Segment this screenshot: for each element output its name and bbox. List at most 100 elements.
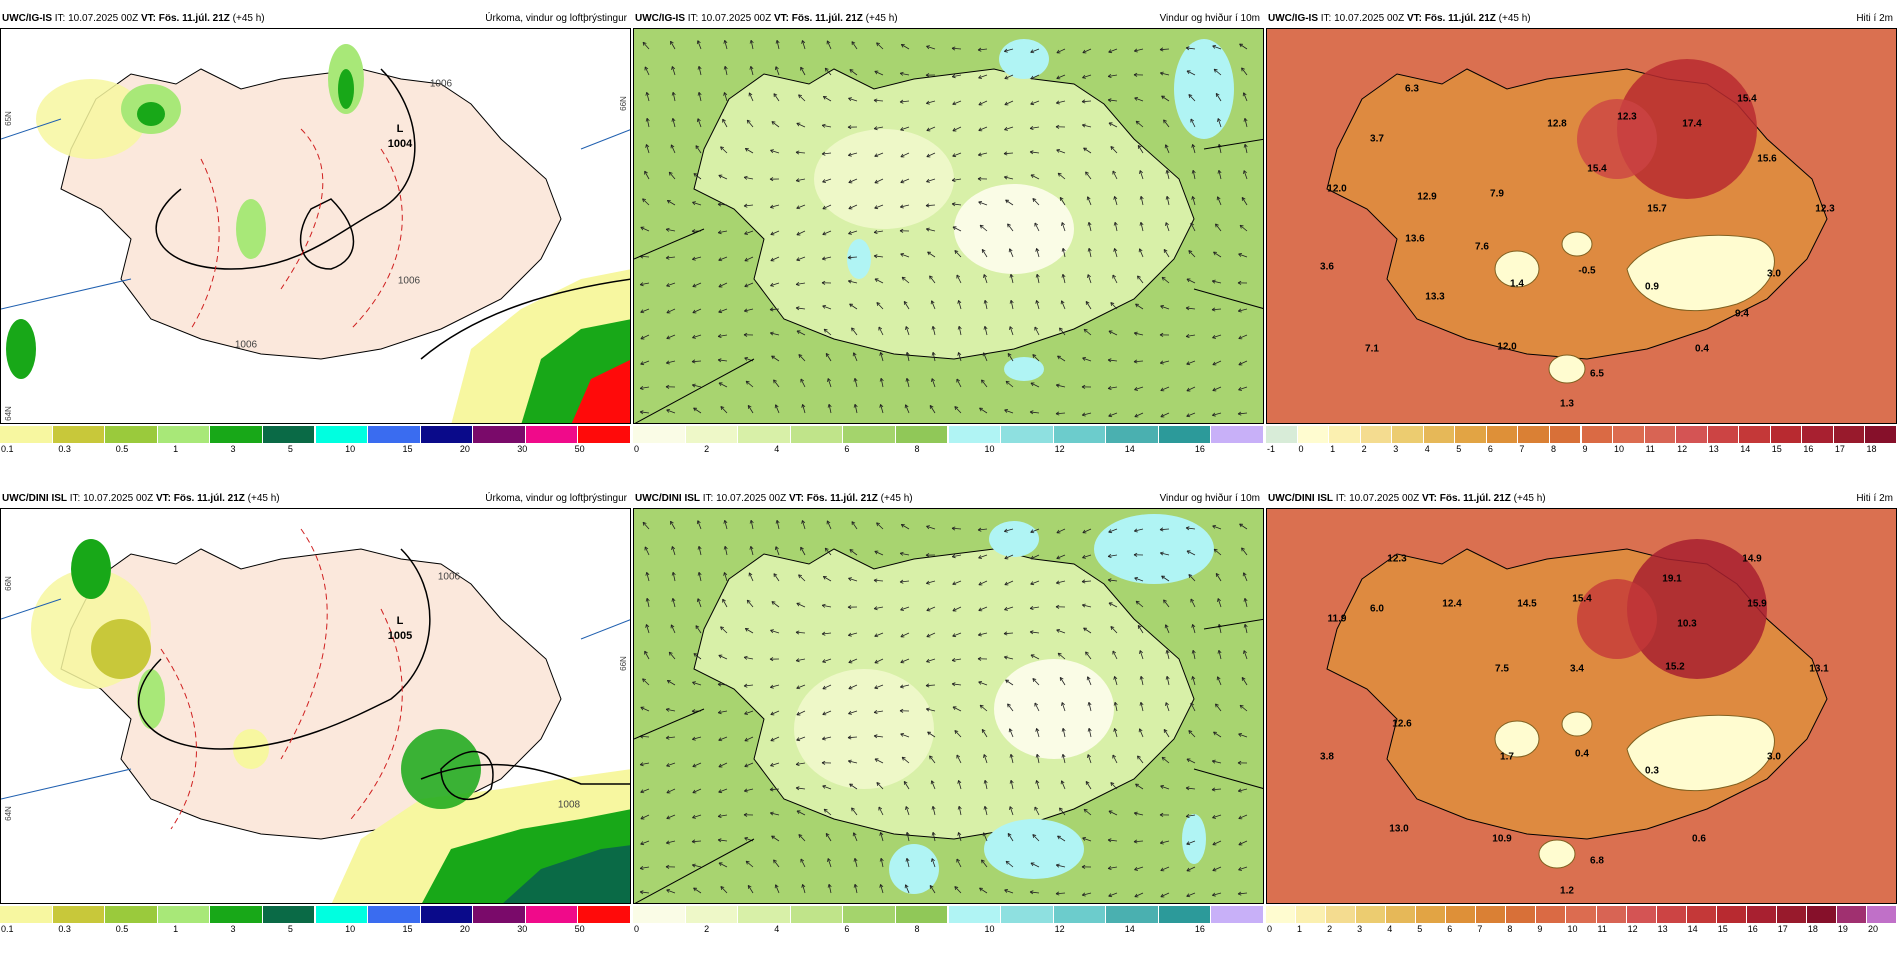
temperature-value: 0.4 xyxy=(1575,749,1589,760)
model-name: UWC/IG-IS xyxy=(1268,13,1318,24)
temperature-value: 12.9 xyxy=(1417,192,1436,203)
wind-arrow-head xyxy=(1164,600,1165,603)
colorbar-label: 12 xyxy=(1055,924,1065,935)
colorbar-label: 16 xyxy=(1748,924,1758,935)
colorbar-label: 14 xyxy=(1688,924,1698,935)
wind-arrow-head xyxy=(900,610,903,611)
temperature-value: 15.9 xyxy=(1747,599,1766,610)
wind-arrow-head xyxy=(1242,548,1243,551)
colorbar-label: 7 xyxy=(1477,924,1482,935)
colorbar-swatch xyxy=(1106,426,1159,443)
temperature-value: 12.4 xyxy=(1442,599,1461,610)
colorbar-swatch xyxy=(896,426,949,443)
colorbar-label: 6 xyxy=(1447,924,1452,935)
wind-arrow-head xyxy=(744,234,747,235)
colorbar-label: 5 xyxy=(1417,924,1422,935)
panel-title: Hiti í 2m xyxy=(1856,490,1893,508)
temperature-value: 14.9 xyxy=(1742,554,1761,565)
wind-arrow-head xyxy=(1243,650,1244,653)
panel-title: Hiti í 2m xyxy=(1856,10,1893,28)
model-name: UWC/DINI ISL xyxy=(635,493,700,504)
temperature-value: 12.0 xyxy=(1497,342,1516,353)
wind-arrow-head xyxy=(774,860,775,863)
map-wind[interactable] xyxy=(633,28,1264,424)
temperature-value: 12.6 xyxy=(1392,719,1411,730)
temperature-value: 17.4 xyxy=(1682,119,1701,130)
lat-label: 66N xyxy=(619,656,628,671)
temperature-value: 3.8 xyxy=(1320,752,1334,763)
wind-arrow-head xyxy=(666,286,669,287)
colorbar-swatch xyxy=(1867,906,1897,923)
temperature-value: 10.9 xyxy=(1492,834,1511,845)
map-precip[interactable]: L 1005 1006 1008 66N 64N 66N xyxy=(0,508,631,904)
temperature-value: 1.2 xyxy=(1560,886,1574,897)
colorbar-swatch xyxy=(1329,426,1361,443)
lat-label: 65N xyxy=(4,111,13,126)
colorbar-label: 3 xyxy=(230,444,235,455)
wind-arrow-head xyxy=(1239,733,1242,734)
temperature-value: 13.3 xyxy=(1425,292,1444,303)
colorbar-label: 10 xyxy=(345,924,355,935)
temperature-value: 0.9 xyxy=(1645,282,1659,293)
colorbar-label: 8 xyxy=(914,444,919,455)
colorbar-label: 4 xyxy=(1387,924,1392,935)
temperature-value: 15.2 xyxy=(1665,662,1684,673)
colorbar-swatch xyxy=(1001,906,1054,923)
colorbar-label: 4 xyxy=(1425,444,1430,455)
colorbar-swatch xyxy=(633,426,686,443)
temp-map-svg xyxy=(1267,29,1897,424)
colorbar-label: 30 xyxy=(517,924,527,935)
panel-title: Vindur og hviður í 10m xyxy=(1160,490,1260,508)
temperature-value: 15.6 xyxy=(1757,154,1776,165)
wind-arrow-head xyxy=(697,119,698,122)
wind-arrow-head xyxy=(822,662,825,663)
colorbar-label: 15 xyxy=(1718,924,1728,935)
wind-arrow-head xyxy=(1137,276,1138,279)
wind-arrow-head xyxy=(1059,328,1060,331)
colorbar-label: 50 xyxy=(575,444,585,455)
isobar-label: 1006 xyxy=(438,572,460,583)
wind-arrow-head xyxy=(931,858,932,861)
colorbar-label: 17 xyxy=(1778,924,1788,935)
colorbar-swatch xyxy=(738,906,791,923)
map-precip[interactable]: L 1004 1006 1006 1006 65N 66N 64N xyxy=(0,28,631,424)
temperature-value: 12.8 xyxy=(1547,119,1566,130)
wind-arrow-head xyxy=(1137,756,1138,759)
colorbar-label: -1 xyxy=(1267,444,1275,455)
wind-arrow-head xyxy=(1083,357,1086,358)
colorbar-label: 10 xyxy=(985,444,995,455)
colorbar-swatch xyxy=(791,426,844,443)
colorbar-swatch xyxy=(578,906,631,923)
colorbar-label: 10 xyxy=(345,444,355,455)
colorbar-swatch xyxy=(1518,426,1550,443)
colorbar-swatch xyxy=(1536,906,1566,923)
colorbar-label: 15 xyxy=(1772,444,1782,455)
wind-arrow-head xyxy=(744,714,747,715)
temperature-value: 9.4 xyxy=(1735,309,1749,320)
wind-arrow-head xyxy=(1008,224,1009,227)
colorbar-swatch xyxy=(1446,906,1476,923)
colorbar-label: 1 xyxy=(173,444,178,455)
temperature-value: 0.6 xyxy=(1692,834,1706,845)
colorbar-swatch xyxy=(1676,426,1708,443)
temperature-value: 7.1 xyxy=(1365,344,1379,355)
colorbar-label: 0.3 xyxy=(58,444,71,455)
colorbar-label: 0.1 xyxy=(1,924,14,935)
colorbar-label: 30 xyxy=(517,444,527,455)
colorbar-swatch xyxy=(53,426,106,443)
panel-precip-bottom: UWC/DINI ISL IT: 10.07.2025 00Z VT: Fös.… xyxy=(0,490,633,954)
colorbar-swatch xyxy=(791,906,844,923)
wind-arrow-head xyxy=(1243,170,1244,173)
colorbar-swatch xyxy=(1386,906,1416,923)
lat-label: 64N xyxy=(4,806,13,821)
wind-arrow-head xyxy=(1242,68,1243,71)
colorbar-label: 14 xyxy=(1125,924,1135,935)
map-wind[interactable] xyxy=(633,508,1264,904)
colorbar-swatch xyxy=(1296,906,1326,923)
colorbar-label: 0.5 xyxy=(116,924,129,935)
temperature-value: 0.3 xyxy=(1645,766,1659,777)
colorbar-swatch xyxy=(1613,426,1645,443)
